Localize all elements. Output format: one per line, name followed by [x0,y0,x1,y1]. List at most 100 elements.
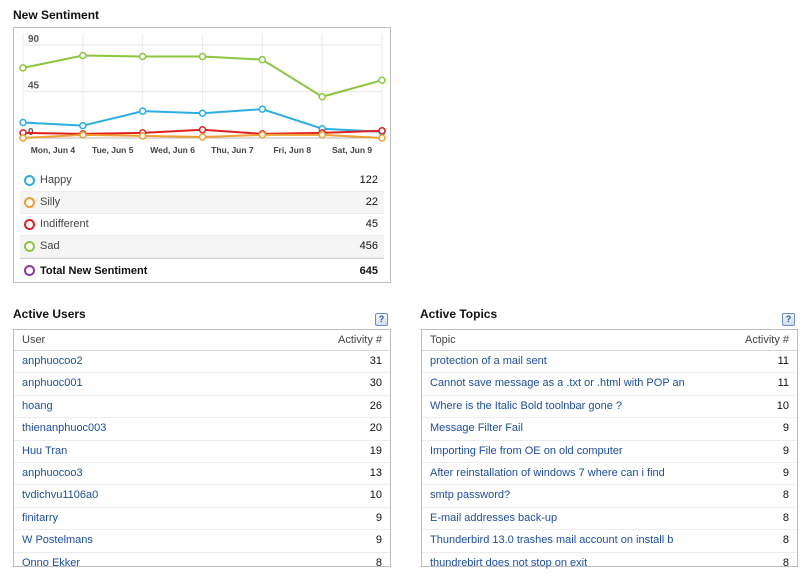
total-series-icon [24,265,35,276]
topic-row: Message Filter Fail 9 [422,418,797,441]
activity-column-header: Activity # [744,334,789,346]
topic-link[interactable]: Where is the Italic Bold toolnbar gone ? [430,399,623,412]
user-row: anphuocoo2 31 [14,351,390,374]
activity-column-header: Activity # [337,334,382,346]
legend-total-value: 645 [359,265,378,277]
users-help-icon[interactable]: ? [375,313,388,326]
user-link[interactable]: Onno Ekker [22,556,81,569]
data-point-sad[interactable] [138,52,147,61]
activity-count: 19 [369,444,382,457]
topic-link[interactable]: protection of a mail sent [430,355,547,367]
sentiment-title: New Sentiment [13,8,100,22]
user-link[interactable]: finitarry [22,511,59,524]
topic-link[interactable]: Thunderbird 13.0 trashes mail account on… [430,534,674,547]
topics-help-icon[interactable]: ? [782,313,795,326]
y-tick-label: 45 [28,81,40,92]
topic-link[interactable]: Cannot save message as a .txt or .html w… [430,377,685,390]
activity-count: 11 [777,355,789,367]
users-table-body: anphuocoo2 31 anphuoc001 30 hoang 26 thienanph… [14,351,390,574]
data-point-happy[interactable] [138,107,147,115]
data-point-sad[interactable] [258,55,267,64]
data-point-indifferent[interactable] [198,125,207,134]
legend-row-sad[interactable]: Sad 456 [20,236,384,258]
user-row: Huu Tran 19 [14,441,390,463]
data-point-sad[interactable] [378,76,386,84]
user-link[interactable]: hoang [22,399,53,412]
legend-value: 45 [365,218,378,230]
x-tick-label: Fri, Jun 8 [273,145,311,155]
topic-link[interactable]: Message Filter Fail [430,422,523,435]
activity-count: 9 [782,466,789,479]
data-point-happy[interactable] [258,105,267,113]
topic-row: After reinstallation of windows 7 where … [422,463,797,486]
legend-label: Happy [40,174,72,186]
topics-table-body: protection of a mail sent 11 Cannot save m… [422,351,797,574]
activity-count: 9 [375,511,382,524]
activity-count: 31 [369,355,382,367]
data-point-silly[interactable] [258,131,267,139]
legend-value: 456 [359,240,378,252]
users-table-header: User Activity # [14,330,390,351]
topic-row: Thunderbird 13.0 trashes mail account on… [422,530,797,553]
user-row: anphuoc001 30 [14,373,390,396]
activity-count: 9 [782,422,789,435]
user-link[interactable]: Huu Tran [22,444,68,457]
sentiment-panel: 90 45 0 Mon, Jun 4 Tue, Jun 5 Wed, Jun 6 Thu, … [13,27,391,283]
user-row: tvdichvu1106a0 10 [14,485,390,508]
activity-count: 26 [369,399,382,412]
x-tick-label: Tue, Jun 5 [92,145,134,155]
legend-label: Indifferent [40,218,89,230]
x-tick-label: Thu, Jun 7 [211,145,254,155]
data-point-sad[interactable] [198,52,207,61]
legend-row-happy[interactable]: Happy 122 [20,170,384,192]
data-point-indifferent[interactable] [378,127,386,135]
data-point-sad[interactable] [79,51,87,60]
activity-count: 8 [375,556,382,569]
topic-link[interactable]: E-mail addresses back-up [430,511,558,524]
data-point-silly[interactable] [378,134,386,142]
user-link[interactable]: W Postelmans [22,534,93,547]
user-row: W Postelmans 9 [14,530,390,553]
user-row: finitarry 9 [14,508,390,531]
user-link[interactable]: anphuocoo3 [22,466,83,479]
user-link[interactable]: tvdichvu1106a0 [22,489,99,502]
topics-table-header: Topic Activity # [422,330,797,351]
activity-count: 20 [369,422,382,435]
data-point-happy[interactable] [79,121,87,130]
legend-value: 22 [365,196,378,208]
x-tick-label: Mon, Jun 4 [31,145,76,155]
data-point-happy[interactable] [198,109,207,117]
user-link[interactable]: anphuocoo2 [22,355,83,367]
topic-row: smtp password? 8 [422,485,797,508]
user-link[interactable]: anphuoc001 [22,377,83,390]
user-column-header: User [22,334,46,346]
data-point-silly[interactable] [138,132,147,140]
topic-link[interactable]: After reinstallation of windows 7 where … [430,466,665,479]
data-point-silly[interactable] [19,134,27,142]
active-topics-title: Active Topics [420,307,498,321]
happy-series-icon [24,175,35,186]
topic-row: Importing File from OE on old computer 9 [422,441,797,463]
legend-value: 122 [359,174,378,186]
data-point-happy[interactable] [19,118,27,127]
data-point-silly[interactable] [198,133,207,141]
user-link[interactable]: thienanphuoc003 [22,422,107,435]
topic-link[interactable]: Importing File from OE on old computer [430,444,623,457]
legend-row-silly[interactable]: Silly 22 [20,192,384,214]
activity-count: 30 [369,377,382,390]
data-point-sad[interactable] [19,64,27,72]
legend-label: Sad [40,240,60,252]
activity-count: 8 [782,534,789,547]
legend-label: Silly [40,196,61,208]
data-point-silly[interactable] [79,131,87,139]
silly-series-icon [24,197,35,208]
topic-link[interactable]: smtp password? [430,489,511,502]
data-point-sad[interactable] [318,92,326,101]
activity-count: 10 [369,489,382,502]
activity-count: 9 [782,444,789,457]
topic-column-header: Topic [430,334,456,346]
topic-link[interactable]: thundrebirt does not stop on exit [430,556,588,569]
user-row: anphuocoo3 13 [14,463,390,486]
legend-row-indifferent[interactable]: Indifferent 45 [20,214,384,236]
data-point-silly[interactable] [318,131,326,139]
